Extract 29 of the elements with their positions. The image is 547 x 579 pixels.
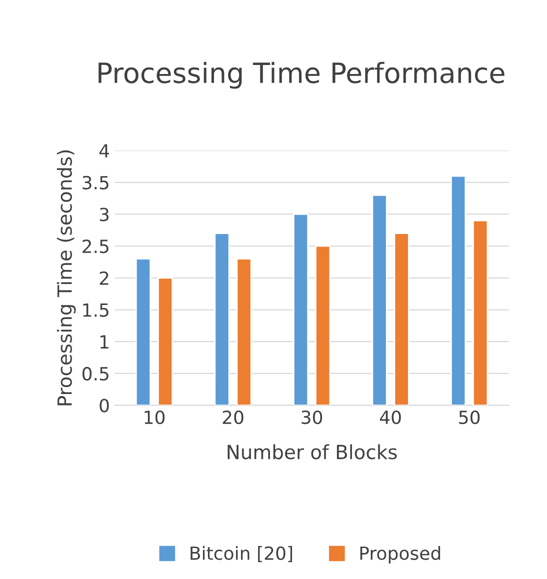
- bar: [292, 214, 309, 406]
- bar: [450, 175, 466, 406]
- y-tick-label: 1: [100, 335, 108, 348]
- bar: [394, 232, 410, 406]
- x-axis-title: Number of Blocks: [228, 444, 397, 460]
- bar: [157, 277, 174, 406]
- x-tick-label: 30: [302, 410, 322, 424]
- bar: [472, 220, 488, 406]
- y-tick-label: 3: [100, 208, 109, 222]
- x-tick-label: 40: [380, 410, 401, 424]
- bar: [315, 245, 331, 406]
- y-tick-label: 0: [100, 398, 109, 412]
- y-tick-label: 1.5: [83, 303, 108, 317]
- y-axis-title: Processing Time (seconds): [56, 150, 76, 406]
- legend-label: Bitcoin [20]: [190, 546, 292, 562]
- y-tick-label: 4: [99, 144, 109, 158]
- y-tick-label: 3.5: [82, 176, 108, 190]
- x-tick-label: 20: [222, 410, 244, 424]
- y-tick-label: 2.5: [82, 240, 108, 254]
- bar: [135, 258, 152, 406]
- y-tick-label: 2: [100, 271, 108, 285]
- chart-title: Processing Time Performance: [98, 62, 504, 89]
- bar: [372, 194, 388, 406]
- legend-label: Proposed: [360, 546, 440, 564]
- bar: [236, 258, 252, 406]
- bar: [214, 232, 230, 406]
- x-tick-label: 10: [144, 410, 165, 424]
- x-tick-label: 50: [459, 410, 480, 424]
- y-tick-label: 0.5: [82, 366, 108, 381]
